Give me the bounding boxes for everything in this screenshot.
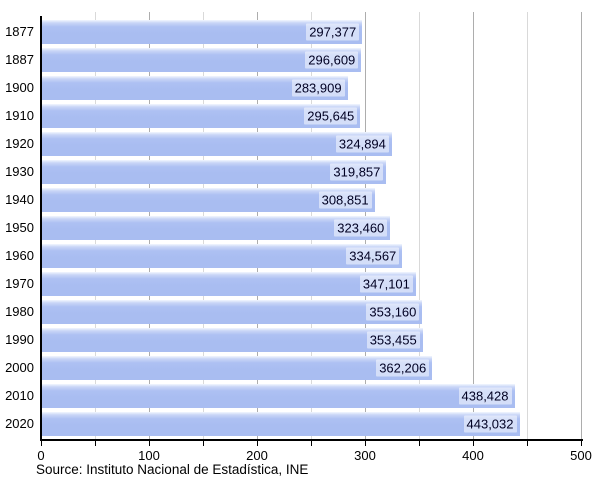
year-label: 2010 [5,388,34,403]
bar: 443,032 [41,412,520,436]
x-tick-label: 400 [462,448,484,463]
bar-value-label: 353,160 [366,303,420,321]
year-label: 1900 [5,80,34,95]
year-label: 1920 [5,136,34,151]
x-tick-label: 300 [354,448,376,463]
bar-value-label: 283,909 [291,79,345,97]
bar-value-label: 334,567 [346,247,400,265]
bar-value-label: 308,851 [318,191,372,209]
bar-value-label: 296,609 [305,51,359,69]
x-tick [473,441,474,446]
year-label: 1970 [5,276,34,291]
x-tick [149,441,150,446]
x-tick [419,441,420,446]
bar: 296,609 [41,48,362,72]
x-tick [203,441,204,446]
year-label: 1940 [5,192,34,207]
bar-value-label: 443,032 [463,415,517,433]
bar: 319,857 [41,160,387,184]
x-tick [581,441,582,446]
x-tick-label: 100 [138,448,160,463]
gridline [581,12,582,440]
bar: 362,206 [41,356,433,380]
bar: 347,101 [41,272,416,296]
year-label: 1887 [5,52,34,67]
bar: 334,567 [41,244,403,268]
year-label: 1950 [5,220,34,235]
x-tick [95,441,96,446]
bar-value-label: 347,101 [359,275,413,293]
bar: 353,455 [41,328,423,352]
gridline [473,12,474,440]
bar: 283,909 [41,76,348,100]
x-tick [311,441,312,446]
year-label: 1930 [5,164,34,179]
bar: 324,894 [41,132,392,156]
bar-value-label: 353,455 [366,331,420,349]
year-label: 1910 [5,108,34,123]
x-tick [527,441,528,446]
y-axis-line [40,16,42,440]
bar: 297,377 [41,20,363,44]
source-note: Source: Instituto Nacional de Estadístic… [36,462,309,477]
bar: 353,160 [41,300,423,324]
year-label: 1877 [5,24,34,39]
x-tick-label: 0 [37,448,45,463]
year-label: 1990 [5,332,34,347]
gridline [419,12,420,440]
x-tick [257,441,258,446]
bar-value-label: 319,857 [330,163,384,181]
year-label: 1960 [5,248,34,263]
bar-value-label: 324,894 [335,135,389,153]
x-tick-label: 500 [570,448,592,463]
x-tick [365,441,366,446]
bar-value-label: 295,645 [304,107,358,125]
x-axis-line [40,439,583,441]
x-tick [41,441,42,446]
gridline [527,12,528,440]
bar-value-label: 323,460 [334,219,388,237]
bar: 323,460 [41,216,391,240]
x-tick-label: 200 [246,448,268,463]
bar: 438,428 [41,384,515,408]
bar-value-label: 297,377 [306,23,360,41]
bar: 308,851 [41,188,375,212]
plot-area: 297,377 296,609 283,909 295,645 324,894 319,8… [41,12,582,440]
bar: 295,645 [41,104,361,128]
year-label: 2020 [5,416,34,431]
bar-value-label: 362,206 [376,359,430,377]
year-label: 2000 [5,360,34,375]
year-label: 1980 [5,304,34,319]
bar-value-label: 438,428 [458,387,512,405]
